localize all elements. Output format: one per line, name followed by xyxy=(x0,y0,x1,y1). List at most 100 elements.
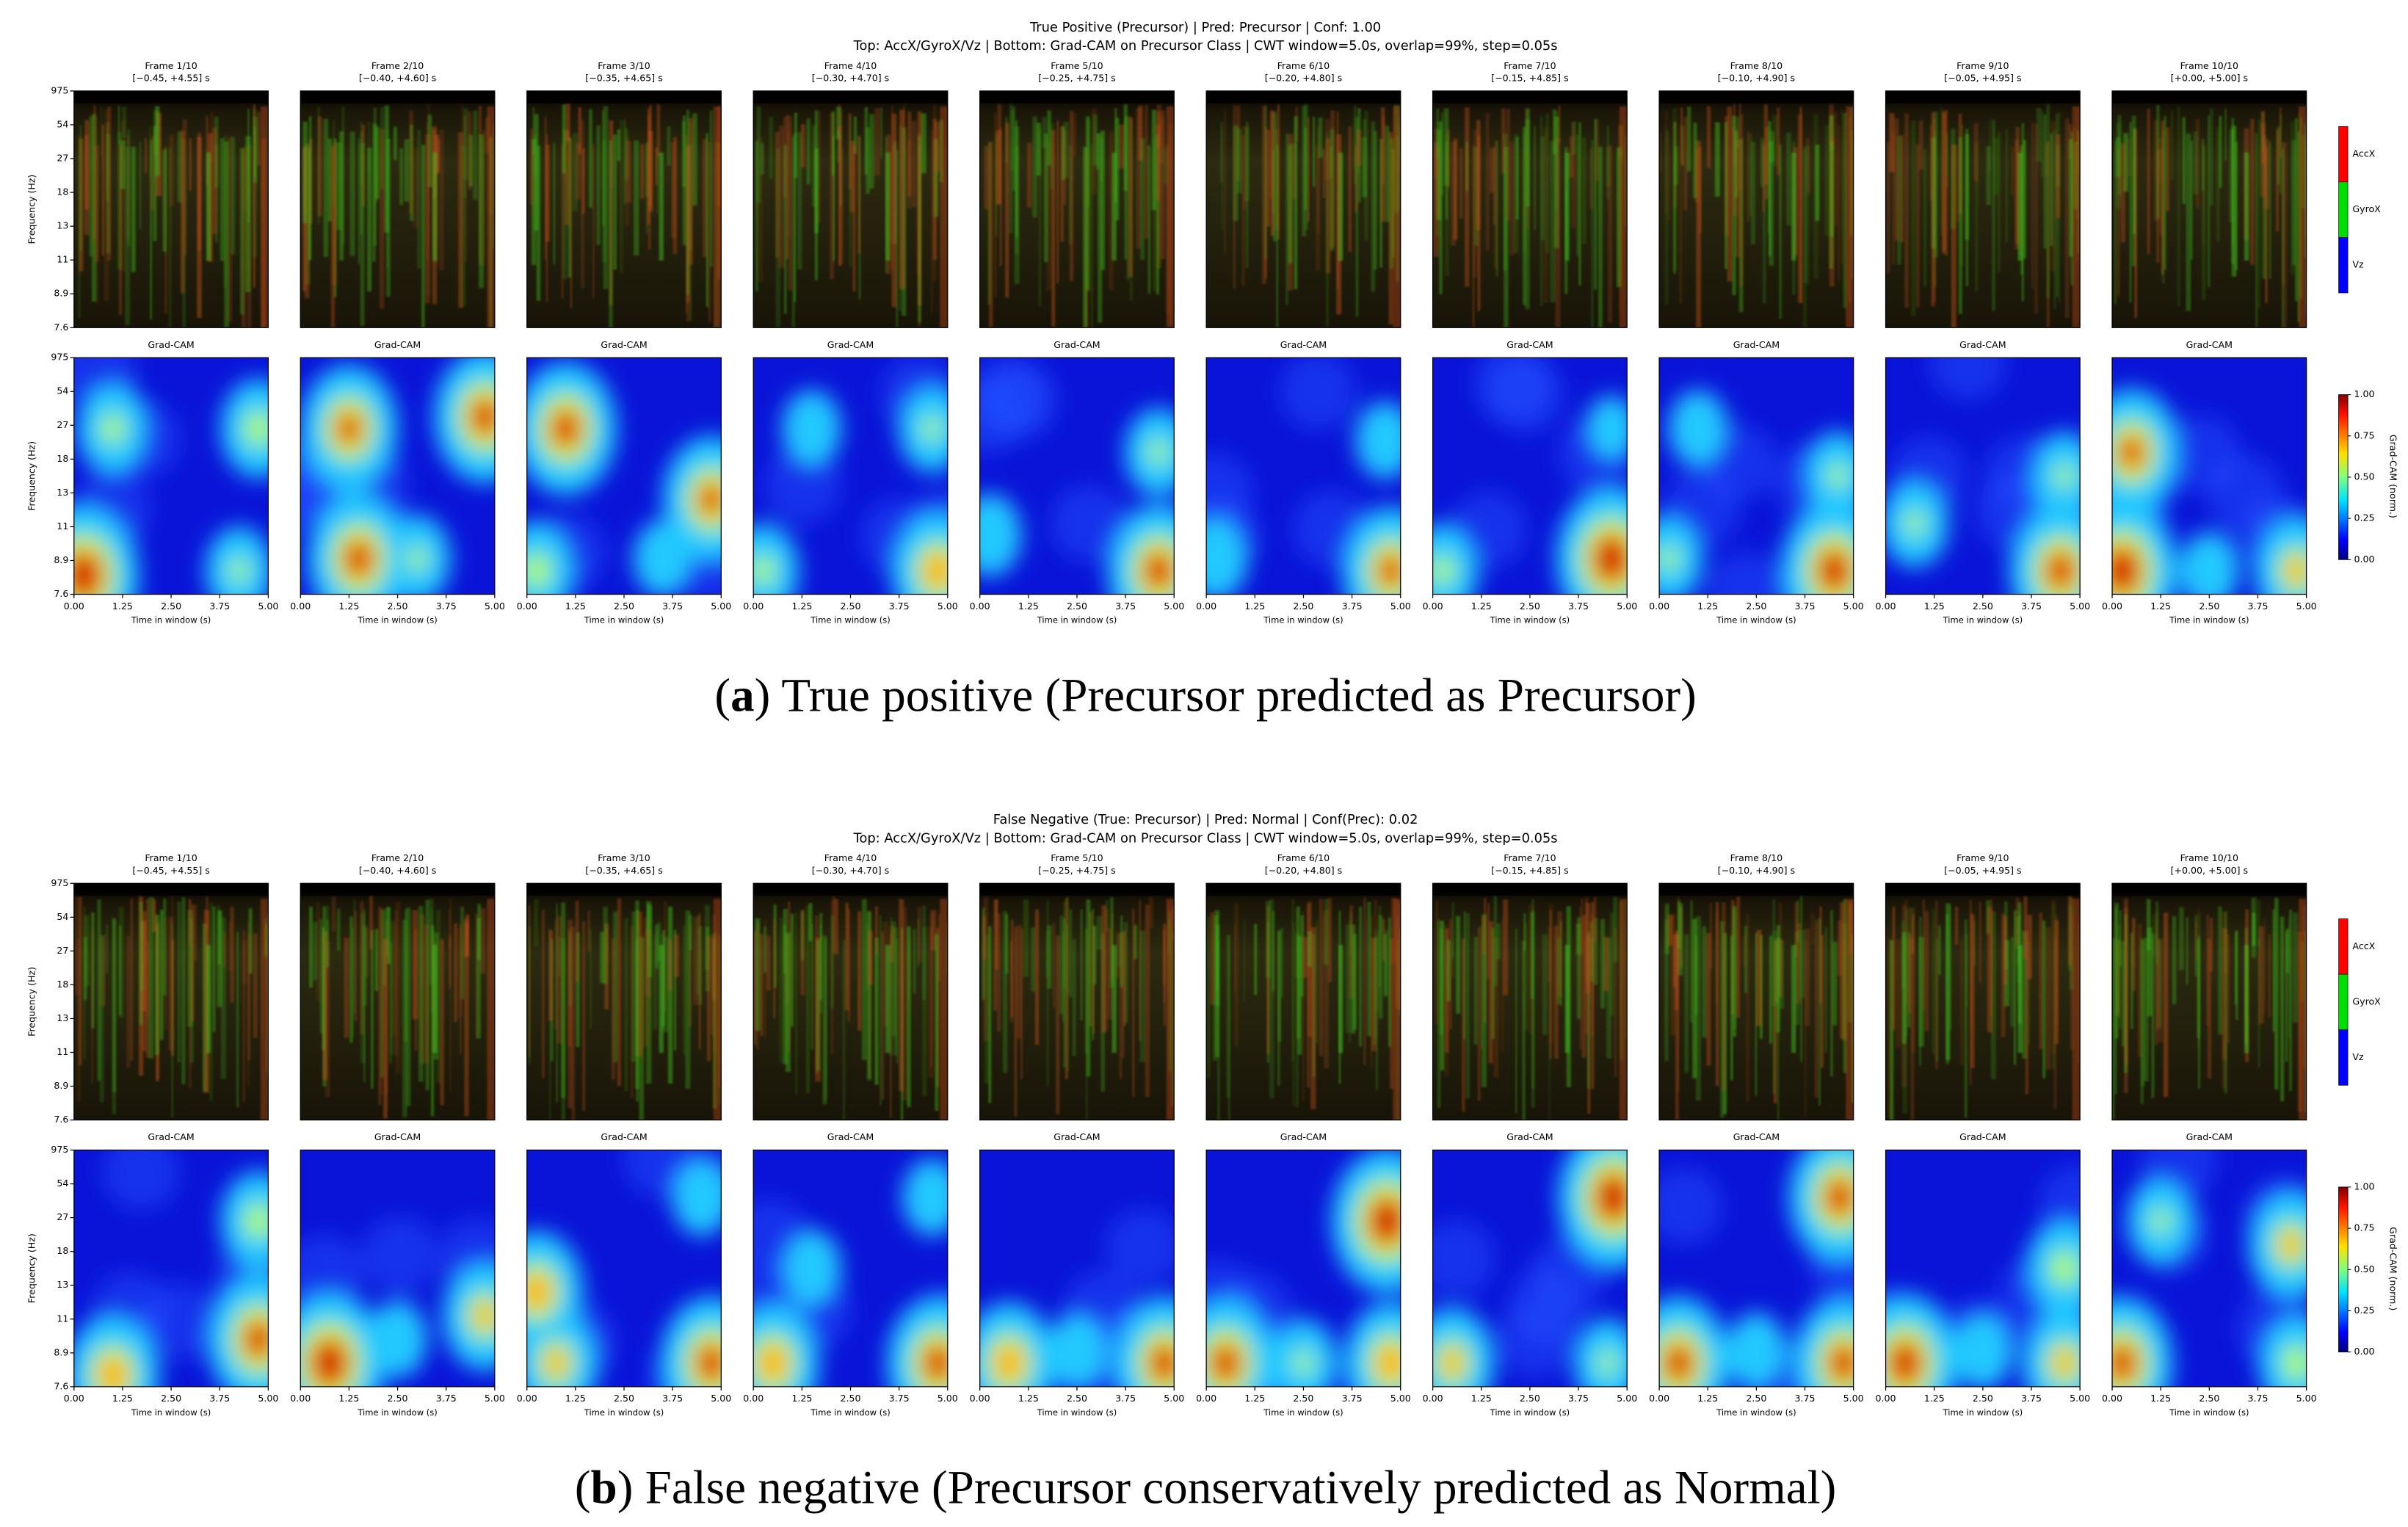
x-tick-label: 3.75 xyxy=(436,1393,457,1404)
streak xyxy=(1892,132,1895,264)
streak xyxy=(440,939,444,1106)
streak xyxy=(1385,126,1390,222)
streak xyxy=(150,136,155,210)
blob xyxy=(98,1355,128,1387)
streak xyxy=(852,145,856,292)
x-axis-label: Time in window (s) xyxy=(1490,615,1570,625)
streak xyxy=(1667,131,1670,220)
streak xyxy=(389,941,393,1064)
streak xyxy=(667,906,673,1084)
streak xyxy=(1931,112,1935,307)
streaks xyxy=(2114,104,2307,328)
streak xyxy=(596,125,601,245)
blob xyxy=(73,553,101,595)
streak xyxy=(861,899,867,1060)
streak xyxy=(1302,911,1305,1101)
y-tick-label: 13 xyxy=(57,1279,68,1290)
streak xyxy=(386,129,389,269)
streak xyxy=(438,139,440,173)
streak xyxy=(449,935,451,989)
streak xyxy=(757,923,759,1050)
streak xyxy=(790,913,794,1027)
streak xyxy=(1727,106,1733,282)
colorbar-label: Grad-CAM (norm.) xyxy=(2388,1227,2399,1310)
frame-range: [−0.25, +4.75] s xyxy=(1038,73,1115,84)
blob xyxy=(1596,1175,1628,1220)
streak xyxy=(1272,112,1277,242)
blob xyxy=(782,390,841,468)
cam-title: Grad-CAM xyxy=(601,339,647,350)
streak xyxy=(1614,927,1617,1078)
streak xyxy=(1522,126,1526,305)
streak xyxy=(688,914,692,951)
y-tick-label: 54 xyxy=(57,118,68,129)
streak xyxy=(1762,146,1766,304)
x-tick-label: 1.25 xyxy=(791,1393,812,1404)
streak xyxy=(794,112,798,178)
streak xyxy=(760,143,764,175)
streak xyxy=(1163,923,1165,1004)
blob xyxy=(758,1343,788,1383)
streak xyxy=(1772,115,1778,167)
legend-swatch xyxy=(2338,973,2349,1031)
streak xyxy=(1051,130,1056,327)
top-band xyxy=(300,883,495,896)
blob xyxy=(979,493,1022,577)
cam-blobs xyxy=(300,1216,495,1387)
blob xyxy=(923,416,942,441)
streak xyxy=(1603,937,1609,992)
y-tick-label: 7.6 xyxy=(54,1114,68,1125)
streaks xyxy=(755,104,948,328)
streak xyxy=(2014,139,2019,250)
streak xyxy=(769,117,774,180)
streak xyxy=(1288,144,1293,264)
streak xyxy=(984,146,989,210)
streak xyxy=(866,911,872,1081)
streak xyxy=(1989,120,1991,171)
streak xyxy=(1363,896,1366,1065)
cam-blobs xyxy=(1659,390,1854,595)
streak xyxy=(399,148,404,206)
streak xyxy=(1206,916,1211,1078)
streak xyxy=(1047,110,1051,166)
streak xyxy=(634,140,639,256)
streak xyxy=(1945,914,1949,1064)
streak xyxy=(1979,902,1981,983)
streak xyxy=(2274,898,2279,1090)
streak xyxy=(1575,924,1581,955)
x-tick-label: 2.50 xyxy=(1520,1393,1540,1404)
streak xyxy=(1929,124,1932,200)
streak xyxy=(760,934,764,1036)
streak xyxy=(623,119,626,204)
streak xyxy=(571,926,576,1120)
streak xyxy=(692,113,697,206)
streak xyxy=(194,904,197,961)
streak xyxy=(1997,131,2001,273)
streak xyxy=(582,921,586,1111)
streak xyxy=(779,918,783,1063)
legend-label: GyroX xyxy=(2352,203,2381,214)
haze xyxy=(1206,453,1253,531)
haze xyxy=(361,1216,439,1294)
blob xyxy=(1047,1313,1107,1387)
streak xyxy=(1696,140,1701,328)
streak xyxy=(1515,929,1517,1114)
streak xyxy=(107,106,112,261)
cam-blobs xyxy=(1432,358,1628,595)
x-tick-label: 2.50 xyxy=(2199,1393,2219,1404)
streak xyxy=(885,152,891,261)
streak xyxy=(880,107,882,159)
edge xyxy=(713,899,722,1120)
streak xyxy=(1123,922,1128,1023)
streak xyxy=(154,106,160,176)
axes-frame xyxy=(73,882,269,1121)
grad-cam xyxy=(2112,358,2307,595)
edge xyxy=(1166,106,1175,328)
cam-blobs xyxy=(1206,358,1401,595)
streak xyxy=(2025,930,2029,1095)
streak xyxy=(589,109,592,208)
streak xyxy=(89,115,93,257)
streak xyxy=(1503,134,1507,271)
x-tick-label: 3.75 xyxy=(889,1393,910,1404)
streak xyxy=(857,136,860,254)
